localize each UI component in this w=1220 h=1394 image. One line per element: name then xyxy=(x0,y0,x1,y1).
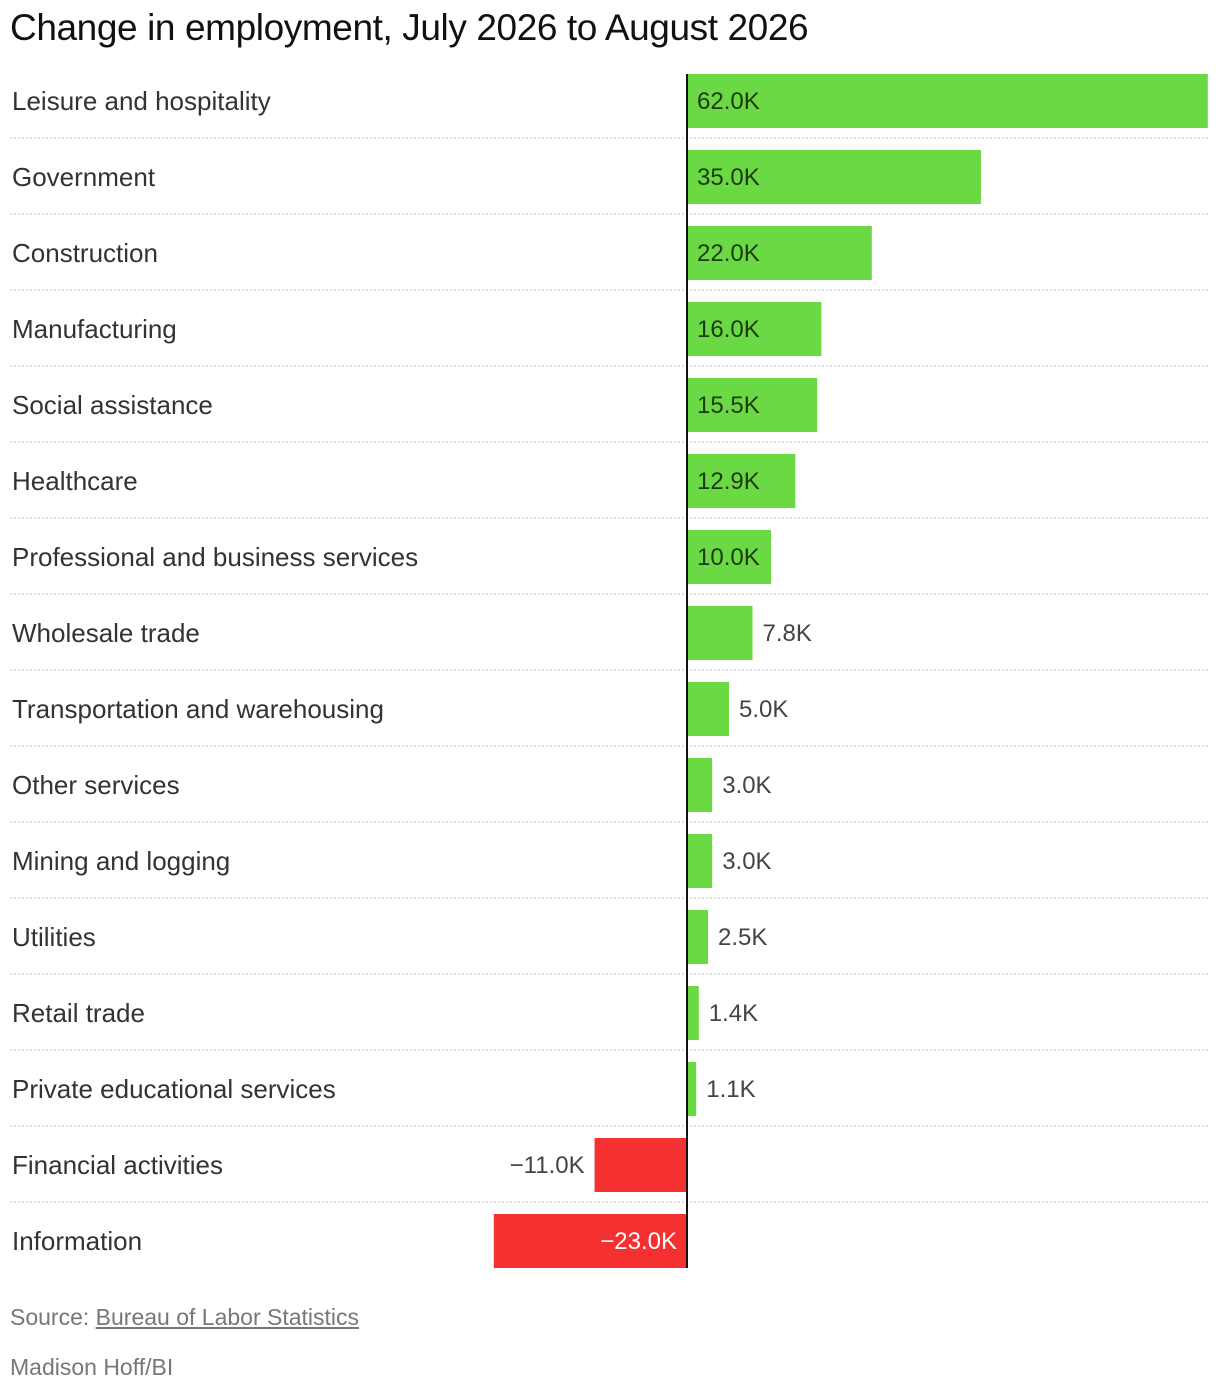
bar-information xyxy=(493,1214,687,1268)
bar-other-services xyxy=(687,758,713,812)
value-label: 5.0K xyxy=(739,696,788,723)
value-label: −23.0K xyxy=(600,1228,677,1255)
bar-leisure-and-hospitality xyxy=(687,74,1208,128)
value-label: 2.5K xyxy=(718,924,767,951)
bar-mining-and-logging xyxy=(687,834,713,888)
category-label: Retail trade xyxy=(12,998,145,1028)
category-label: Professional and business services xyxy=(12,542,418,572)
category-label: Utilities xyxy=(12,922,96,952)
value-label: 1.1K xyxy=(706,1076,755,1103)
category-label: Mining and logging xyxy=(12,846,230,876)
bar-healthcare xyxy=(687,454,796,508)
bar-private-educational-services xyxy=(687,1062,697,1116)
category-label: Private educational services xyxy=(12,1074,336,1104)
category-label: Wholesale trade xyxy=(12,618,200,648)
value-label: 15.5K xyxy=(697,392,760,419)
chart-title: Change in employment, July 2026 to Augus… xyxy=(10,7,809,48)
value-label: 1.4K xyxy=(709,1000,758,1027)
bar-wholesale-trade xyxy=(687,606,753,660)
category-label: Healthcare xyxy=(12,466,138,496)
source-prefix: Source: xyxy=(10,1304,96,1330)
value-label: 12.9K xyxy=(697,468,760,495)
value-label: 62.0K xyxy=(697,88,760,115)
value-label: 35.0K xyxy=(697,164,760,191)
category-label: Leisure and hospitality xyxy=(12,86,271,116)
bar-social-assistance xyxy=(687,378,818,432)
category-label: Manufacturing xyxy=(12,314,177,344)
value-label: 7.8K xyxy=(763,620,812,647)
source-note: Source: Bureau of Labor Statistics xyxy=(10,1304,359,1331)
category-label: Social assistance xyxy=(12,390,213,420)
value-label: 3.0K xyxy=(722,848,771,875)
credit-line: Madison Hoff/BI xyxy=(10,1354,174,1380)
source-link[interactable]: Bureau of Labor Statistics xyxy=(95,1304,360,1330)
bar-construction xyxy=(687,226,872,280)
bar-retail-trade xyxy=(687,986,699,1040)
value-label: 3.0K xyxy=(722,772,771,799)
bar-financial-activities xyxy=(594,1138,687,1192)
category-label: Information xyxy=(12,1226,142,1256)
category-label: Financial activities xyxy=(12,1150,223,1180)
category-label: Construction xyxy=(12,238,158,268)
value-label: 22.0K xyxy=(697,240,760,267)
category-label: Government xyxy=(12,162,156,192)
value-label: 10.0K xyxy=(697,544,760,571)
bar-professional-and-business-services xyxy=(687,530,771,584)
bar-utilities xyxy=(687,910,708,964)
bar-transportation-and-warehousing xyxy=(687,682,729,736)
value-label: −11.0K xyxy=(510,1152,585,1179)
value-label: 16.0K xyxy=(697,316,760,343)
bar-manufacturing xyxy=(687,302,822,356)
bar-government xyxy=(687,150,981,204)
category-label: Other services xyxy=(12,770,180,800)
bar-chart: Leisure and hospitality 62.0K Government 35… xyxy=(10,74,1208,1268)
category-label: Transportation and warehousing xyxy=(12,694,384,724)
